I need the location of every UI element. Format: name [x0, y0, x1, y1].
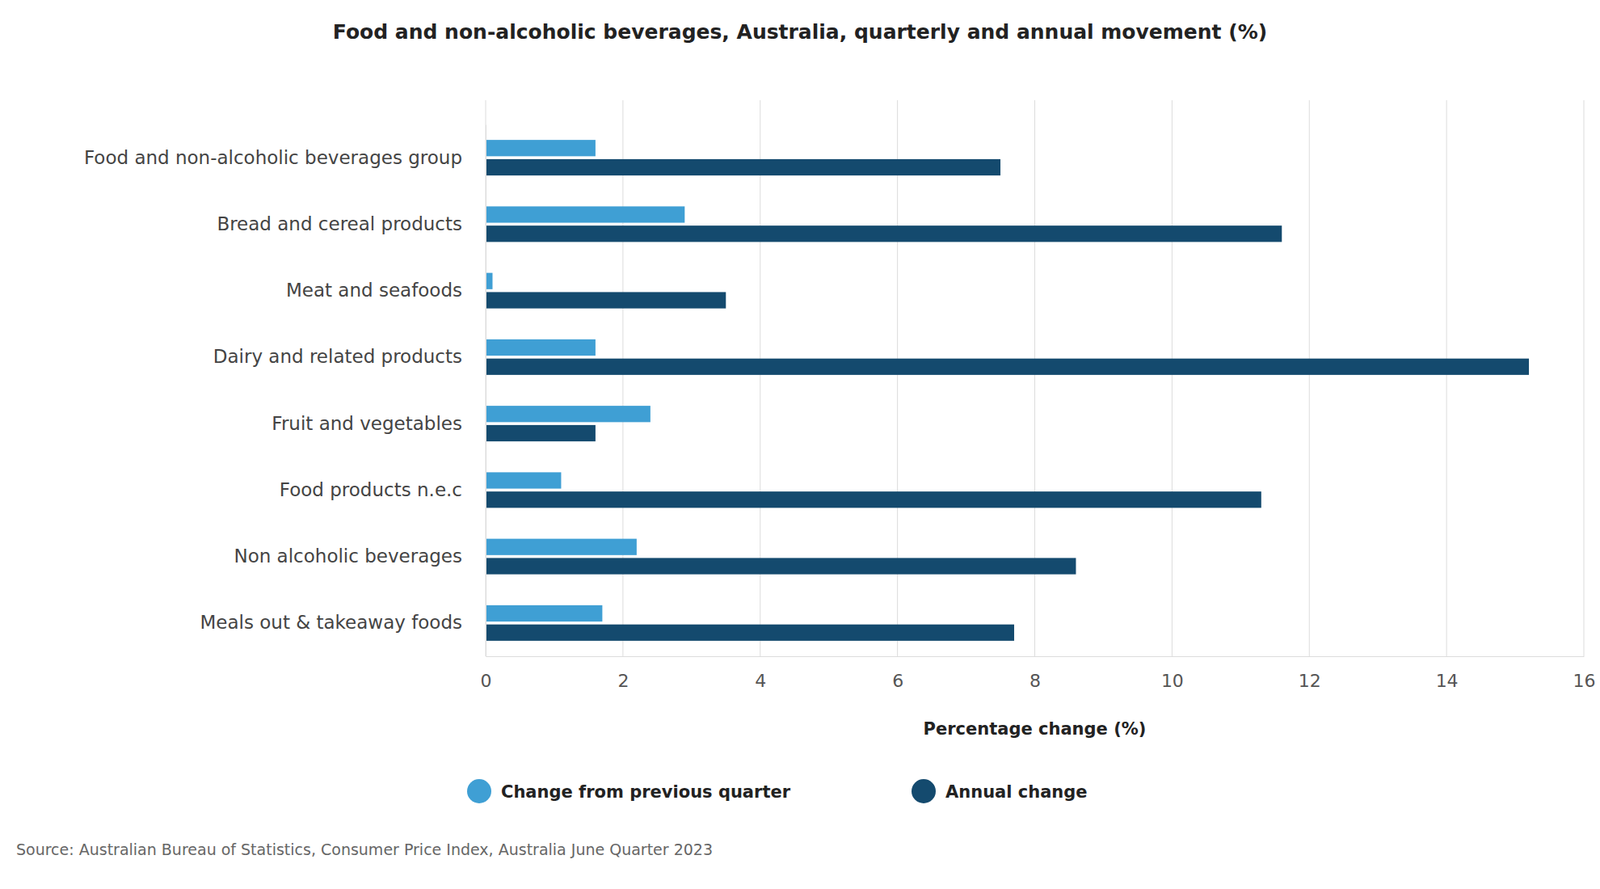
tick-label: Non alcoholic beverages [233, 545, 463, 567]
source-note: Source: Australian Bureau of Statistics,… [16, 840, 713, 859]
tick: Meals out & takeaway foods [199, 611, 486, 633]
tick: Non alcoholic beverages [233, 545, 486, 567]
tick-label: 0 [480, 670, 493, 691]
bar [485, 159, 1001, 176]
legend-marker [467, 778, 492, 804]
tick: 8 [1029, 656, 1041, 691]
tick: 6 [892, 656, 904, 691]
tick-label: 8 [1029, 670, 1041, 691]
tick: 0 [480, 656, 493, 691]
legend: Change from previous quarter Annual chang… [467, 778, 1088, 804]
tick: 2 [617, 656, 629, 691]
bar [485, 273, 493, 290]
bar [485, 624, 1015, 641]
tick-label: Bread and cereal products [216, 213, 463, 235]
chart-svg: Food and non-alcoholic beverages, Austra… [0, 0, 1600, 889]
legend-label: Change from previous quarter [501, 782, 792, 802]
grid-line [485, 100, 487, 657]
tick-label: 14 [1435, 670, 1459, 691]
tick-label: 2 [617, 670, 629, 691]
tick: Meat and seafoods [286, 279, 486, 301]
legend-marker [911, 778, 936, 804]
axis-title: Percentage change (%) [923, 719, 1147, 739]
bar [485, 225, 1282, 242]
bar [485, 206, 685, 223]
grid-line [1171, 100, 1173, 657]
axis-line [485, 125, 487, 657]
bar [485, 425, 596, 442]
grid-line [1583, 100, 1585, 657]
bar [485, 538, 637, 556]
axis-line [486, 656, 1585, 657]
bar [485, 291, 726, 308]
tick-label: 12 [1298, 670, 1322, 691]
tick-label: Dairy and related products [213, 345, 463, 367]
tick: 4 [754, 656, 767, 691]
tick: Food and non-alcoholic beverages group [84, 146, 486, 168]
tick-label: Meals out & takeaway foods [199, 611, 463, 633]
bar [485, 405, 651, 422]
grid [485, 100, 1584, 657]
tick-label: Fruit and vegetables [271, 412, 463, 434]
tick-label: 10 [1161, 670, 1184, 691]
bar [485, 471, 561, 489]
chart-title: Food and non-alcoholic beverages, Austra… [332, 20, 1268, 44]
legend-label: Annual change [945, 782, 1088, 802]
bars [485, 139, 1529, 641]
tick: 12 [1298, 656, 1322, 691]
grid-line [1309, 100, 1310, 657]
tick: Dairy and related products [213, 345, 486, 367]
bar [485, 557, 1076, 574]
tick: 10 [1161, 656, 1184, 691]
x-axis: 0 2 4 6 8 10 12 14 16 [480, 656, 1596, 691]
tick-label: Meat and seafoods [286, 279, 463, 301]
tick: 16 [1573, 656, 1596, 691]
tick: Food products n.e.c [279, 479, 486, 501]
tick-label: 4 [754, 670, 767, 691]
tick-label: Food and non-alcoholic beverages group [84, 146, 463, 168]
bar [485, 358, 1529, 375]
bar [485, 339, 596, 356]
chart-container: Food and non-alcoholic beverages, Austra… [0, 0, 1600, 889]
grid-line [1446, 100, 1448, 657]
tick-label: Food products n.e.c [279, 479, 463, 501]
y-axis: Food and non-alcoholic beverages group Br… [84, 125, 487, 657]
tick-label: 6 [892, 670, 904, 691]
bar [485, 139, 596, 156]
tick: Fruit and vegetables [271, 412, 486, 434]
bar [485, 491, 1262, 508]
bar [485, 605, 603, 622]
tick: 14 [1435, 656, 1459, 691]
tick: Bread and cereal products [216, 213, 486, 235]
tick-label: 16 [1573, 670, 1596, 691]
